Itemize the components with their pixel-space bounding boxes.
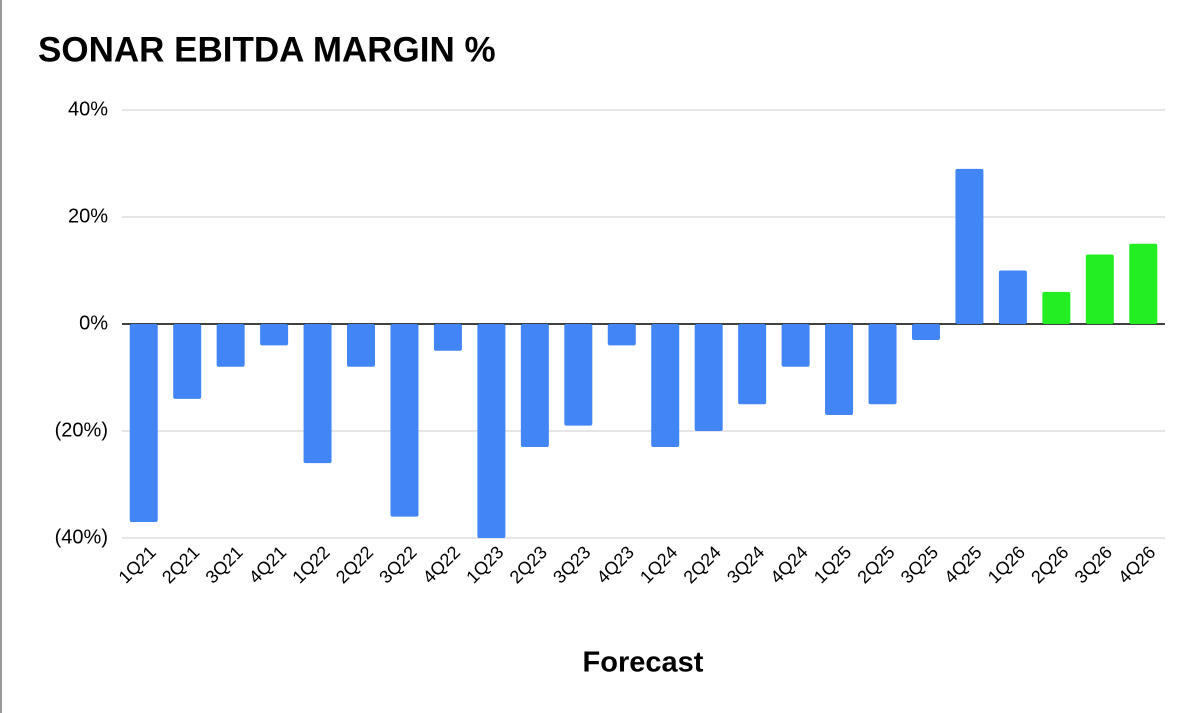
x-tick-label: 4Q24 [767, 542, 812, 587]
bar [651, 324, 680, 448]
bar [955, 168, 984, 324]
x-tick-label: 2Q21 [158, 542, 203, 587]
bar [433, 324, 462, 351]
x-tick-label: 2Q24 [680, 542, 725, 587]
x-tick-label: 1Q22 [288, 542, 333, 587]
bar [1129, 243, 1158, 324]
bar [477, 324, 506, 538]
bar [216, 324, 245, 367]
bar [694, 324, 723, 431]
x-tick-label: 4Q22 [419, 542, 464, 587]
x-tick-label: 1Q26 [984, 542, 1029, 587]
bar [173, 324, 202, 399]
x-tick-label: 4Q23 [593, 542, 638, 587]
bar [564, 324, 593, 426]
y-tick-label: (20%) [55, 419, 108, 441]
x-tick-label: 3Q25 [897, 542, 942, 587]
x-tick-label: 3Q22 [375, 542, 420, 587]
x-tick-label: 1Q21 [115, 542, 160, 587]
x-tick-label: 2Q25 [853, 542, 898, 587]
y-tick-label: 40% [68, 98, 108, 120]
bar [825, 324, 854, 415]
chart-title: SONAR EBITDA MARGIN % [38, 30, 496, 69]
bar [520, 324, 549, 448]
bar [1085, 254, 1114, 324]
y-tick-label: 20% [68, 205, 108, 227]
y-tick-label: (40%) [55, 526, 108, 548]
x-tick-label: 2Q23 [506, 542, 551, 587]
bar [781, 324, 810, 367]
x-tick-label: 3Q26 [1071, 542, 1116, 587]
bar [347, 324, 376, 367]
bar [303, 324, 332, 464]
x-tick-label: 3Q21 [202, 542, 247, 587]
x-tick-label: 1Q23 [462, 542, 507, 587]
x-tick-label: 1Q24 [636, 542, 681, 587]
x-tick-label: 4Q26 [1114, 542, 1159, 587]
y-tick-label: 0% [79, 312, 108, 334]
x-tick-label: 2Q26 [1027, 542, 1072, 587]
bar [129, 324, 158, 522]
bar [868, 324, 897, 405]
x-tick-label: 2Q22 [332, 542, 377, 587]
bar [998, 270, 1027, 324]
bar [260, 324, 289, 346]
x-tick-label: 4Q25 [940, 542, 985, 587]
x-tick-label: 3Q24 [723, 542, 768, 587]
bar [738, 324, 767, 405]
bar [911, 324, 940, 341]
bar [1042, 291, 1071, 324]
forecast-annotation: Forecast [583, 647, 704, 679]
x-tick-label: 3Q23 [549, 542, 594, 587]
x-tick-label: 1Q25 [810, 542, 855, 587]
bar [390, 324, 419, 517]
x-tick-label: 4Q21 [245, 542, 290, 587]
bar [607, 324, 636, 346]
